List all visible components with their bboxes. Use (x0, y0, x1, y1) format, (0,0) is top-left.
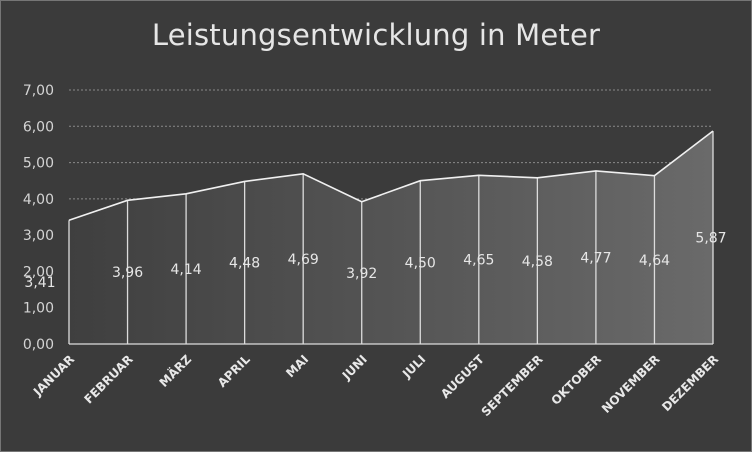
x-tick-label: FEBRUAR (81, 352, 135, 406)
data-label: 5,87 (695, 231, 726, 247)
data-label: 4,58 (522, 254, 553, 270)
data-label: 4,65 (463, 253, 494, 269)
data-label: 4,48 (229, 256, 260, 272)
chart-title: Leistungsentwicklung in Meter (151, 18, 601, 52)
data-label: 4,69 (288, 252, 319, 268)
y-tick-label: 1,00 (23, 301, 54, 317)
y-tick-label: 5,00 (23, 156, 54, 172)
x-tick-label: JANUAR (30, 352, 77, 399)
data-label: 4,77 (580, 250, 611, 266)
series-line (68, 130, 714, 222)
x-tick-label: DEZEMBER (659, 352, 721, 414)
y-tick-label: 4,00 (23, 192, 54, 208)
x-tick-label: JUNI (339, 352, 370, 383)
area-fill (69, 131, 713, 344)
y-tick-label: 7,00 (23, 83, 54, 99)
data-label: 4,64 (639, 253, 670, 269)
y-tick-label: 3,00 (23, 228, 54, 244)
y-tick-label: 6,00 (23, 119, 54, 135)
x-tick-label: OKTOBER (549, 352, 604, 407)
x-tick-label: AUGUST (438, 352, 487, 401)
x-tick-label: SEPTEMBER (479, 352, 546, 419)
x-tick-label: MÄRZ (156, 351, 195, 390)
data-label: 3,92 (346, 266, 377, 282)
y-tick-label: 0,00 (23, 337, 54, 353)
data-label: 3,41 (24, 275, 55, 291)
data-label: 4,50 (405, 255, 436, 271)
y-tick-label: 2,00 (23, 264, 54, 280)
data-label: 3,96 (112, 265, 143, 281)
x-tick-label: MAI (283, 352, 311, 380)
x-tick-label: JULI (399, 352, 428, 381)
x-tick-label: NOVEMBER (599, 352, 663, 416)
x-tick-label: APRIL (215, 352, 253, 390)
data-label: 4,14 (171, 262, 202, 278)
